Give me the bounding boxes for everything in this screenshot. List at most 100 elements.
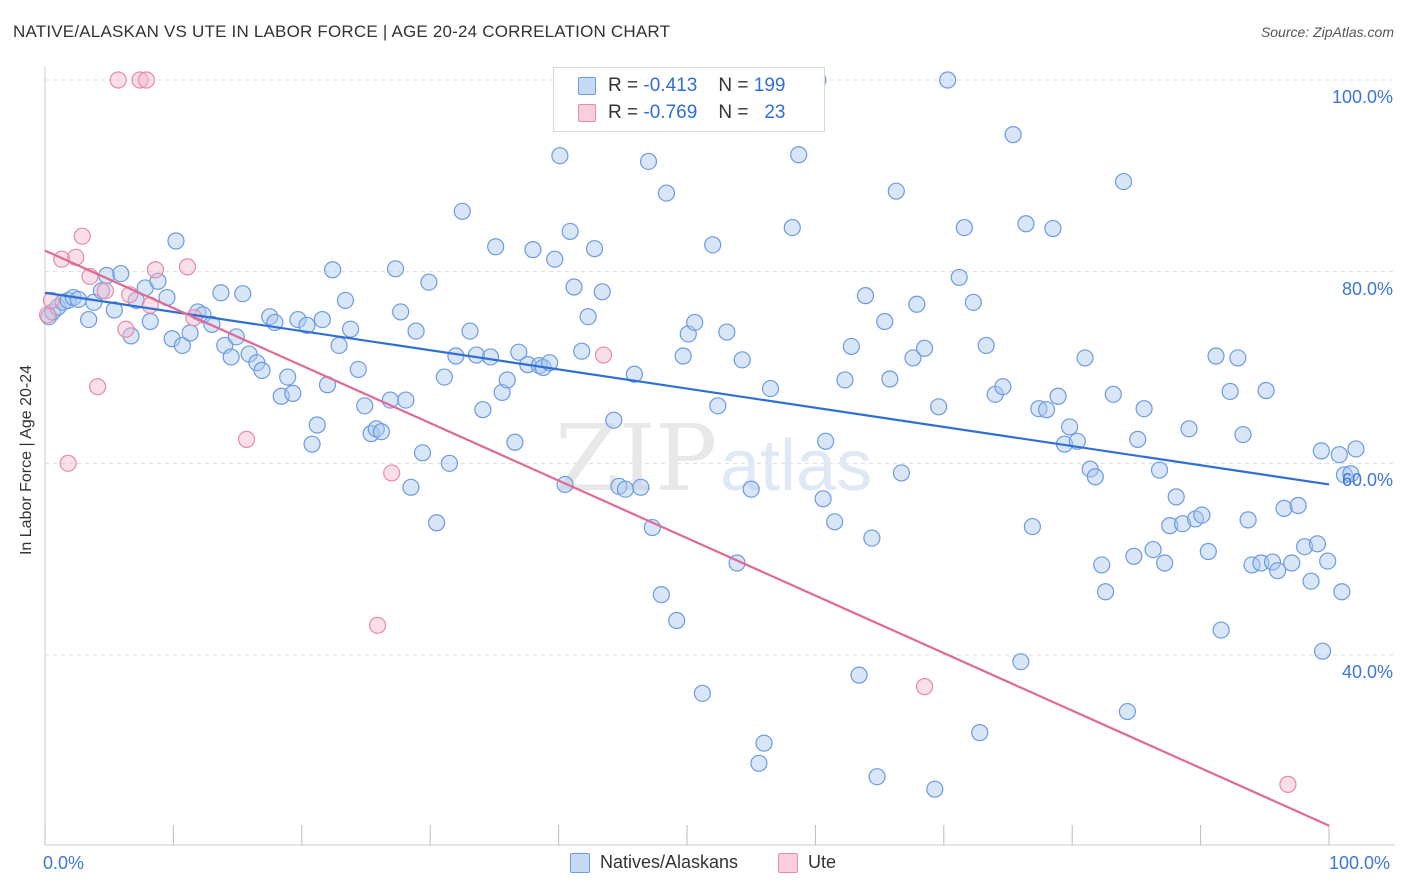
- natives-point: [1125, 547, 1143, 565]
- trend-lines: [44, 249, 1330, 827]
- natives-point: [92, 282, 111, 300]
- ute-trend-line: [44, 249, 1330, 827]
- natives-point: [1093, 556, 1111, 574]
- natives-point: [498, 371, 516, 389]
- natives-point: [593, 283, 611, 301]
- natives-point: [1037, 401, 1056, 419]
- natives-point: [80, 310, 98, 329]
- ute-point: [237, 430, 256, 448]
- legend-item-natives[interactable]: Natives/Alaskans: [569, 852, 738, 873]
- natives-point: [856, 287, 875, 305]
- natives-point: [1212, 621, 1230, 639]
- natives-point: [481, 348, 500, 366]
- natives-point: [915, 339, 934, 357]
- watermark-atlas: atlas: [720, 426, 872, 506]
- natives-point: [420, 273, 438, 291]
- ute-point: [89, 378, 107, 396]
- ute-point: [38, 306, 57, 324]
- natives-point: [955, 218, 973, 237]
- natives-point: [926, 780, 944, 798]
- natives-point: [1156, 554, 1174, 572]
- natives-point: [573, 342, 591, 360]
- natives-point: [324, 261, 342, 279]
- watermark-zip: ZIP: [555, 405, 717, 512]
- natives-point: [783, 218, 801, 237]
- natives-point: [1076, 349, 1094, 367]
- natives-point: [733, 351, 751, 369]
- n-label: N =: [718, 102, 749, 123]
- natives-point: [253, 361, 271, 379]
- natives-point: [674, 347, 692, 365]
- natives-point: [632, 478, 650, 496]
- natives-point: [506, 433, 524, 451]
- natives-point: [402, 478, 420, 496]
- x-tick-label-max: 100.0%: [1329, 853, 1391, 873]
- natives-point: [1096, 583, 1115, 601]
- natives-point: [1333, 583, 1351, 601]
- natives-point: [994, 378, 1012, 396]
- ute-point: [146, 261, 165, 279]
- natives-point: [1004, 126, 1022, 144]
- natives-point: [887, 182, 905, 200]
- natives-point: [1167, 488, 1185, 506]
- natives-point: [1207, 347, 1225, 365]
- natives-point: [1296, 538, 1314, 556]
- ute-point: [42, 291, 61, 310]
- natives-point: [842, 337, 860, 356]
- series-legend: Natives/Alaskans Ute: [0, 852, 1406, 873]
- natives-point: [585, 240, 604, 258]
- ute-point: [96, 282, 114, 300]
- natives-point: [876, 312, 894, 331]
- natives-point: [881, 370, 899, 388]
- natives-point: [1023, 517, 1041, 536]
- natives-point: [546, 250, 564, 268]
- natives-point: [1335, 466, 1354, 484]
- natives-point: [964, 293, 982, 311]
- ute-point: [137, 71, 156, 89]
- natives-point: [836, 371, 854, 389]
- y-tick-label: 60.0%: [1341, 470, 1393, 491]
- ute-point: [594, 346, 613, 364]
- natives-point: [561, 222, 579, 241]
- natives-point: [1114, 172, 1133, 191]
- natives-point: [755, 734, 773, 752]
- natives-point: [1319, 552, 1337, 570]
- natives-point: [313, 310, 331, 329]
- ute-point: [383, 464, 401, 482]
- natives-point: [639, 152, 658, 171]
- natives-point: [298, 316, 316, 334]
- natives-point: [279, 368, 297, 386]
- natives-point: [950, 268, 968, 287]
- ute-point: [131, 71, 149, 89]
- grid-lines: [45, 79, 1395, 656]
- y-tick-label: 40.0%: [1341, 662, 1393, 682]
- natives-trend-line: [44, 291, 1330, 486]
- natives-point: [1302, 572, 1320, 590]
- natives-point: [863, 529, 881, 547]
- ute-point: [368, 616, 387, 634]
- source-label: Source: ZipAtlas.com: [1260, 24, 1394, 40]
- natives-point: [303, 435, 321, 453]
- natives-point: [510, 343, 528, 361]
- natives-point: [341, 320, 360, 338]
- natives-point: [1193, 506, 1211, 524]
- natives-point: [625, 365, 643, 383]
- legend-item-ute[interactable]: Ute: [778, 852, 836, 873]
- ute-point: [117, 320, 135, 338]
- natives-point: [386, 260, 405, 278]
- natives-point: [1061, 418, 1079, 436]
- natives-point: [524, 241, 542, 259]
- natives-point: [826, 513, 844, 531]
- natives-point: [971, 724, 989, 742]
- ute-point: [915, 678, 934, 696]
- natives-point: [112, 264, 130, 283]
- natives-point: [693, 684, 712, 702]
- natives-point: [407, 322, 425, 340]
- natives-point: [362, 425, 380, 443]
- natives-point: [718, 323, 736, 341]
- ute-swatch: [578, 104, 596, 122]
- natives-point: [1049, 387, 1067, 405]
- natives-point: [1330, 446, 1348, 464]
- natives-point: [1086, 468, 1104, 486]
- natives-point: [349, 360, 367, 379]
